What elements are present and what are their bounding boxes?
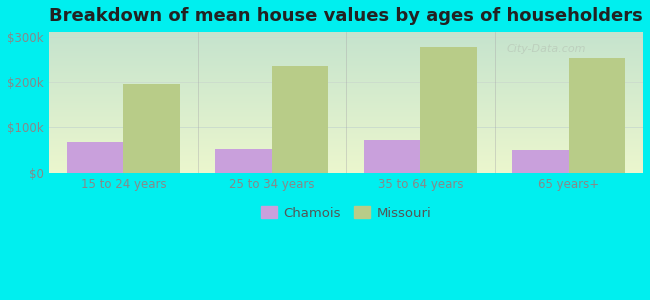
Bar (364, 140, 421, 172)
Bar (421, 46, 476, 172)
Bar (67, 142, 124, 172)
Bar (512, 150, 569, 172)
Title: Breakdown of mean house values by ages of householders: Breakdown of mean house values by ages o… (49, 7, 643, 25)
Text: City-Data.com: City-Data.com (506, 44, 586, 54)
Legend: Chamois, Missouri: Chamois, Missouri (255, 201, 437, 225)
Bar (124, 84, 180, 172)
Bar (569, 58, 625, 172)
Bar (272, 66, 328, 172)
Bar (215, 149, 272, 172)
